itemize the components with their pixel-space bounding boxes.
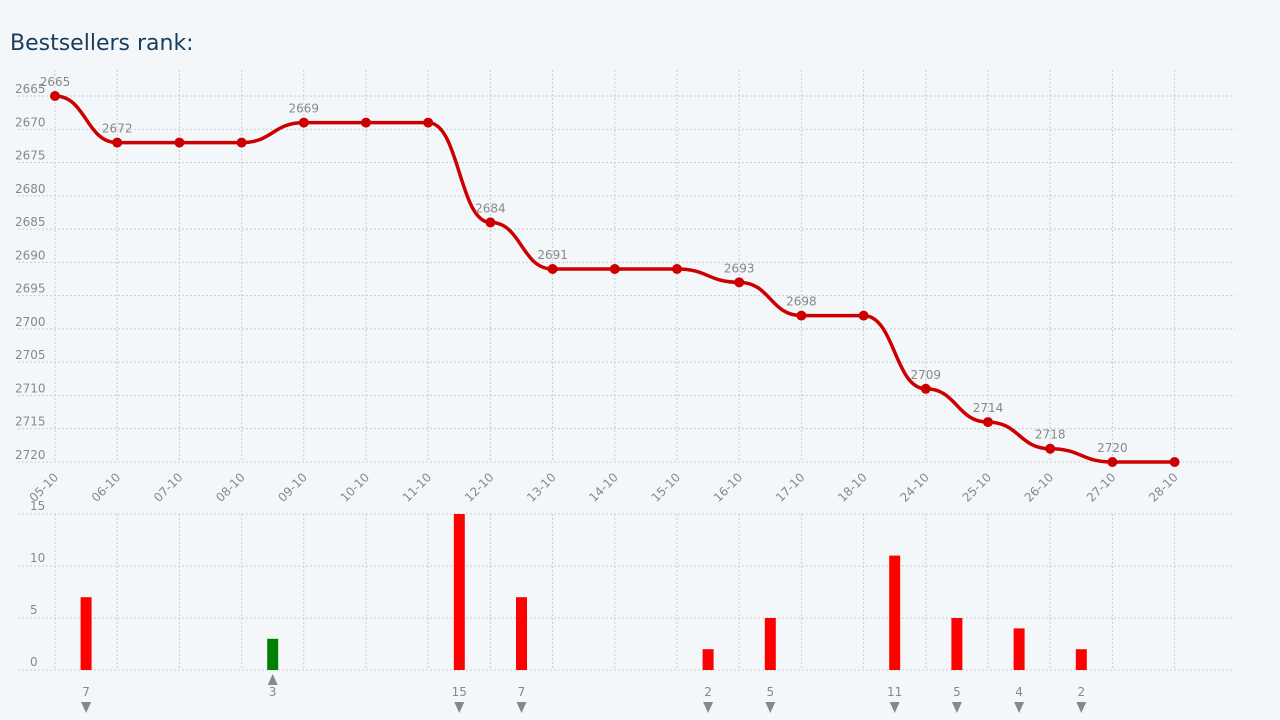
y-tick-label: 2720 <box>15 448 46 462</box>
change-label: 2 <box>704 685 712 699</box>
point <box>1045 443 1056 454</box>
y-tick-label: 2695 <box>15 282 46 296</box>
data-label: 2669 <box>289 102 320 116</box>
point <box>609 264 620 275</box>
y-tick-label: 15 <box>30 499 45 513</box>
y-tick-label: 2700 <box>15 315 46 329</box>
y-tick-label: 10 <box>30 551 45 565</box>
point <box>983 417 993 428</box>
y-tick-label: 2685 <box>15 215 46 229</box>
change-label: 7 <box>518 685 526 699</box>
y-tick-label: 2690 <box>15 248 46 262</box>
point <box>858 310 869 321</box>
point <box>796 310 807 321</box>
bar <box>80 597 92 670</box>
direction-arrow <box>1014 702 1025 713</box>
change-label: 3 <box>269 685 277 699</box>
change-label: 15 <box>452 685 467 699</box>
chart-title: Bestsellers rank: <box>10 31 194 56</box>
y-tick-label: 2670 <box>15 115 46 129</box>
direction-arrow <box>81 702 92 713</box>
direction-arrow <box>454 702 465 713</box>
bar <box>951 618 963 670</box>
x-tick-label: 06-10 <box>89 470 124 505</box>
x-tick-label: 26-10 <box>1022 470 1057 505</box>
y-tick-label: 5 <box>30 603 38 617</box>
data-label: 2698 <box>786 295 817 309</box>
x-tick-label: 10-10 <box>338 470 373 505</box>
x-tick-label: 14-10 <box>586 470 621 505</box>
data-label: 2672 <box>102 122 133 136</box>
y-tick-label: 0 <box>30 655 38 669</box>
bar <box>267 638 279 670</box>
x-tick-label: 27-10 <box>1084 470 1119 505</box>
bar <box>453 514 465 670</box>
direction-arrow <box>516 702 527 713</box>
data-label: 2693 <box>724 261 755 275</box>
direction-arrow <box>267 674 278 685</box>
point <box>1107 457 1118 467</box>
y-tick-label: 2715 <box>15 415 46 429</box>
x-tick-label: 25-10 <box>960 470 995 505</box>
direction-arrow <box>1076 702 1087 713</box>
x-tick-label: 08-10 <box>213 470 248 505</box>
direction-arrow <box>765 702 776 713</box>
x-tick-label: 09-10 <box>275 470 310 505</box>
y-tick-label: 2710 <box>15 381 46 395</box>
point <box>361 117 371 128</box>
change-label: 5 <box>953 685 961 699</box>
point <box>1169 457 1180 467</box>
bar <box>889 555 901 670</box>
x-tick-label: 13-10 <box>524 470 559 505</box>
y-tick-label: 2675 <box>15 149 46 163</box>
change-label: 2 <box>1077 685 1085 699</box>
change-label: 11 <box>887 685 902 699</box>
x-tick-label: 07-10 <box>151 470 186 505</box>
change-label: 7 <box>82 685 90 699</box>
data-label: 2691 <box>537 248 568 262</box>
direction-arrow <box>703 702 714 713</box>
bar <box>1075 649 1087 670</box>
data-label: 2718 <box>1035 428 1066 442</box>
change-label: 5 <box>766 685 774 699</box>
x-tick-label: 17-10 <box>773 470 808 505</box>
point <box>920 383 931 394</box>
y-tick-label: 2665 <box>15 82 46 96</box>
data-label: 2720 <box>1097 441 1128 455</box>
y-tick-label: 2705 <box>15 348 46 362</box>
point <box>485 217 496 228</box>
x-tick-label: 16-10 <box>711 470 746 505</box>
bar <box>1013 628 1025 670</box>
x-tick-label: 15-10 <box>649 470 684 505</box>
data-label: 2714 <box>973 401 1004 415</box>
point <box>734 277 745 288</box>
x-tick-label: 11-10 <box>400 470 435 505</box>
change-label: 4 <box>1015 685 1023 699</box>
point <box>547 264 558 275</box>
data-label: 2684 <box>475 201 506 215</box>
bar <box>516 597 527 670</box>
bar <box>764 618 776 670</box>
x-tick-label: 18-10 <box>835 470 870 505</box>
data-label: 2665 <box>40 75 71 89</box>
x-tick-label: 24-10 <box>897 470 932 505</box>
point <box>236 137 247 148</box>
direction-arrow <box>951 702 962 713</box>
point <box>298 117 309 128</box>
point <box>174 137 185 148</box>
bar <box>702 649 714 670</box>
y-tick-label: 2680 <box>15 182 46 196</box>
x-tick-label: 12-10 <box>462 470 497 505</box>
point <box>672 264 682 275</box>
direction-arrow <box>889 702 900 713</box>
x-tick-label: 28-10 <box>1146 470 1181 505</box>
point <box>50 91 60 101</box>
data-label: 2709 <box>911 368 942 382</box>
point <box>423 117 434 128</box>
point <box>112 137 123 148</box>
